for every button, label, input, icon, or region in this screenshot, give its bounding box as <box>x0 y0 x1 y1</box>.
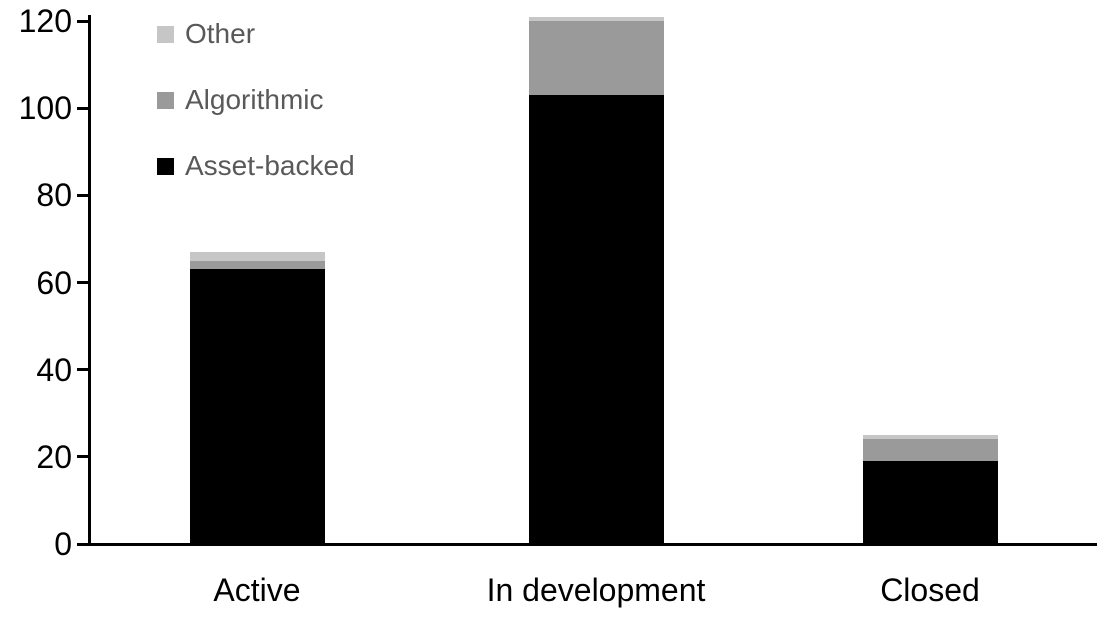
y-axis-line <box>88 15 91 546</box>
legend-label: Algorithmic <box>185 84 324 115</box>
category-label: Active <box>213 572 301 608</box>
y-tick-mark <box>77 19 90 23</box>
y-tick-label: 100 <box>18 90 72 127</box>
bar-segment-other <box>189 251 325 261</box>
bar-segment-asset-backed <box>862 461 998 544</box>
legend-item-algorithmic: Algorithmic <box>157 86 355 114</box>
bar-segment-algorithmic <box>189 260 325 270</box>
x-axis-line <box>77 543 1097 546</box>
category-label: Closed <box>880 572 980 608</box>
y-tick-label: 40 <box>36 351 72 388</box>
y-tick-label: 0 <box>54 526 72 562</box>
bar-segment-asset-backed <box>528 95 664 544</box>
y-tick-label: 120 <box>18 3 72 39</box>
y-tick-mark <box>77 455 90 459</box>
bar-segment-algorithmic <box>528 21 664 96</box>
y-tick-label: 60 <box>36 264 72 301</box>
y-tick-label: 20 <box>36 438 72 475</box>
legend: Other Algorithmic Asset-backed <box>157 20 355 218</box>
y-tick-mark <box>77 106 90 110</box>
legend-label: Other <box>185 18 256 49</box>
y-tick-mark <box>77 281 90 284</box>
bar-segment-asset-backed <box>189 269 325 544</box>
legend-item-other: Other <box>157 20 355 48</box>
legend-item-asset-backed: Asset-backed <box>157 152 355 180</box>
legend-swatch-icon <box>157 25 174 43</box>
legend-swatch-icon <box>157 91 174 109</box>
bar-segment-algorithmic <box>862 439 998 462</box>
y-tick-label: 80 <box>36 177 72 214</box>
bar-segment-other <box>862 435 998 440</box>
legend-swatch-icon <box>157 157 174 175</box>
y-tick-mark <box>77 193 90 197</box>
category-label: In development <box>486 572 706 608</box>
y-tick-mark <box>77 542 90 546</box>
legend-label: Asset-backed <box>185 150 355 181</box>
bar-segment-other <box>528 16 664 21</box>
y-tick-mark <box>77 368 90 372</box>
